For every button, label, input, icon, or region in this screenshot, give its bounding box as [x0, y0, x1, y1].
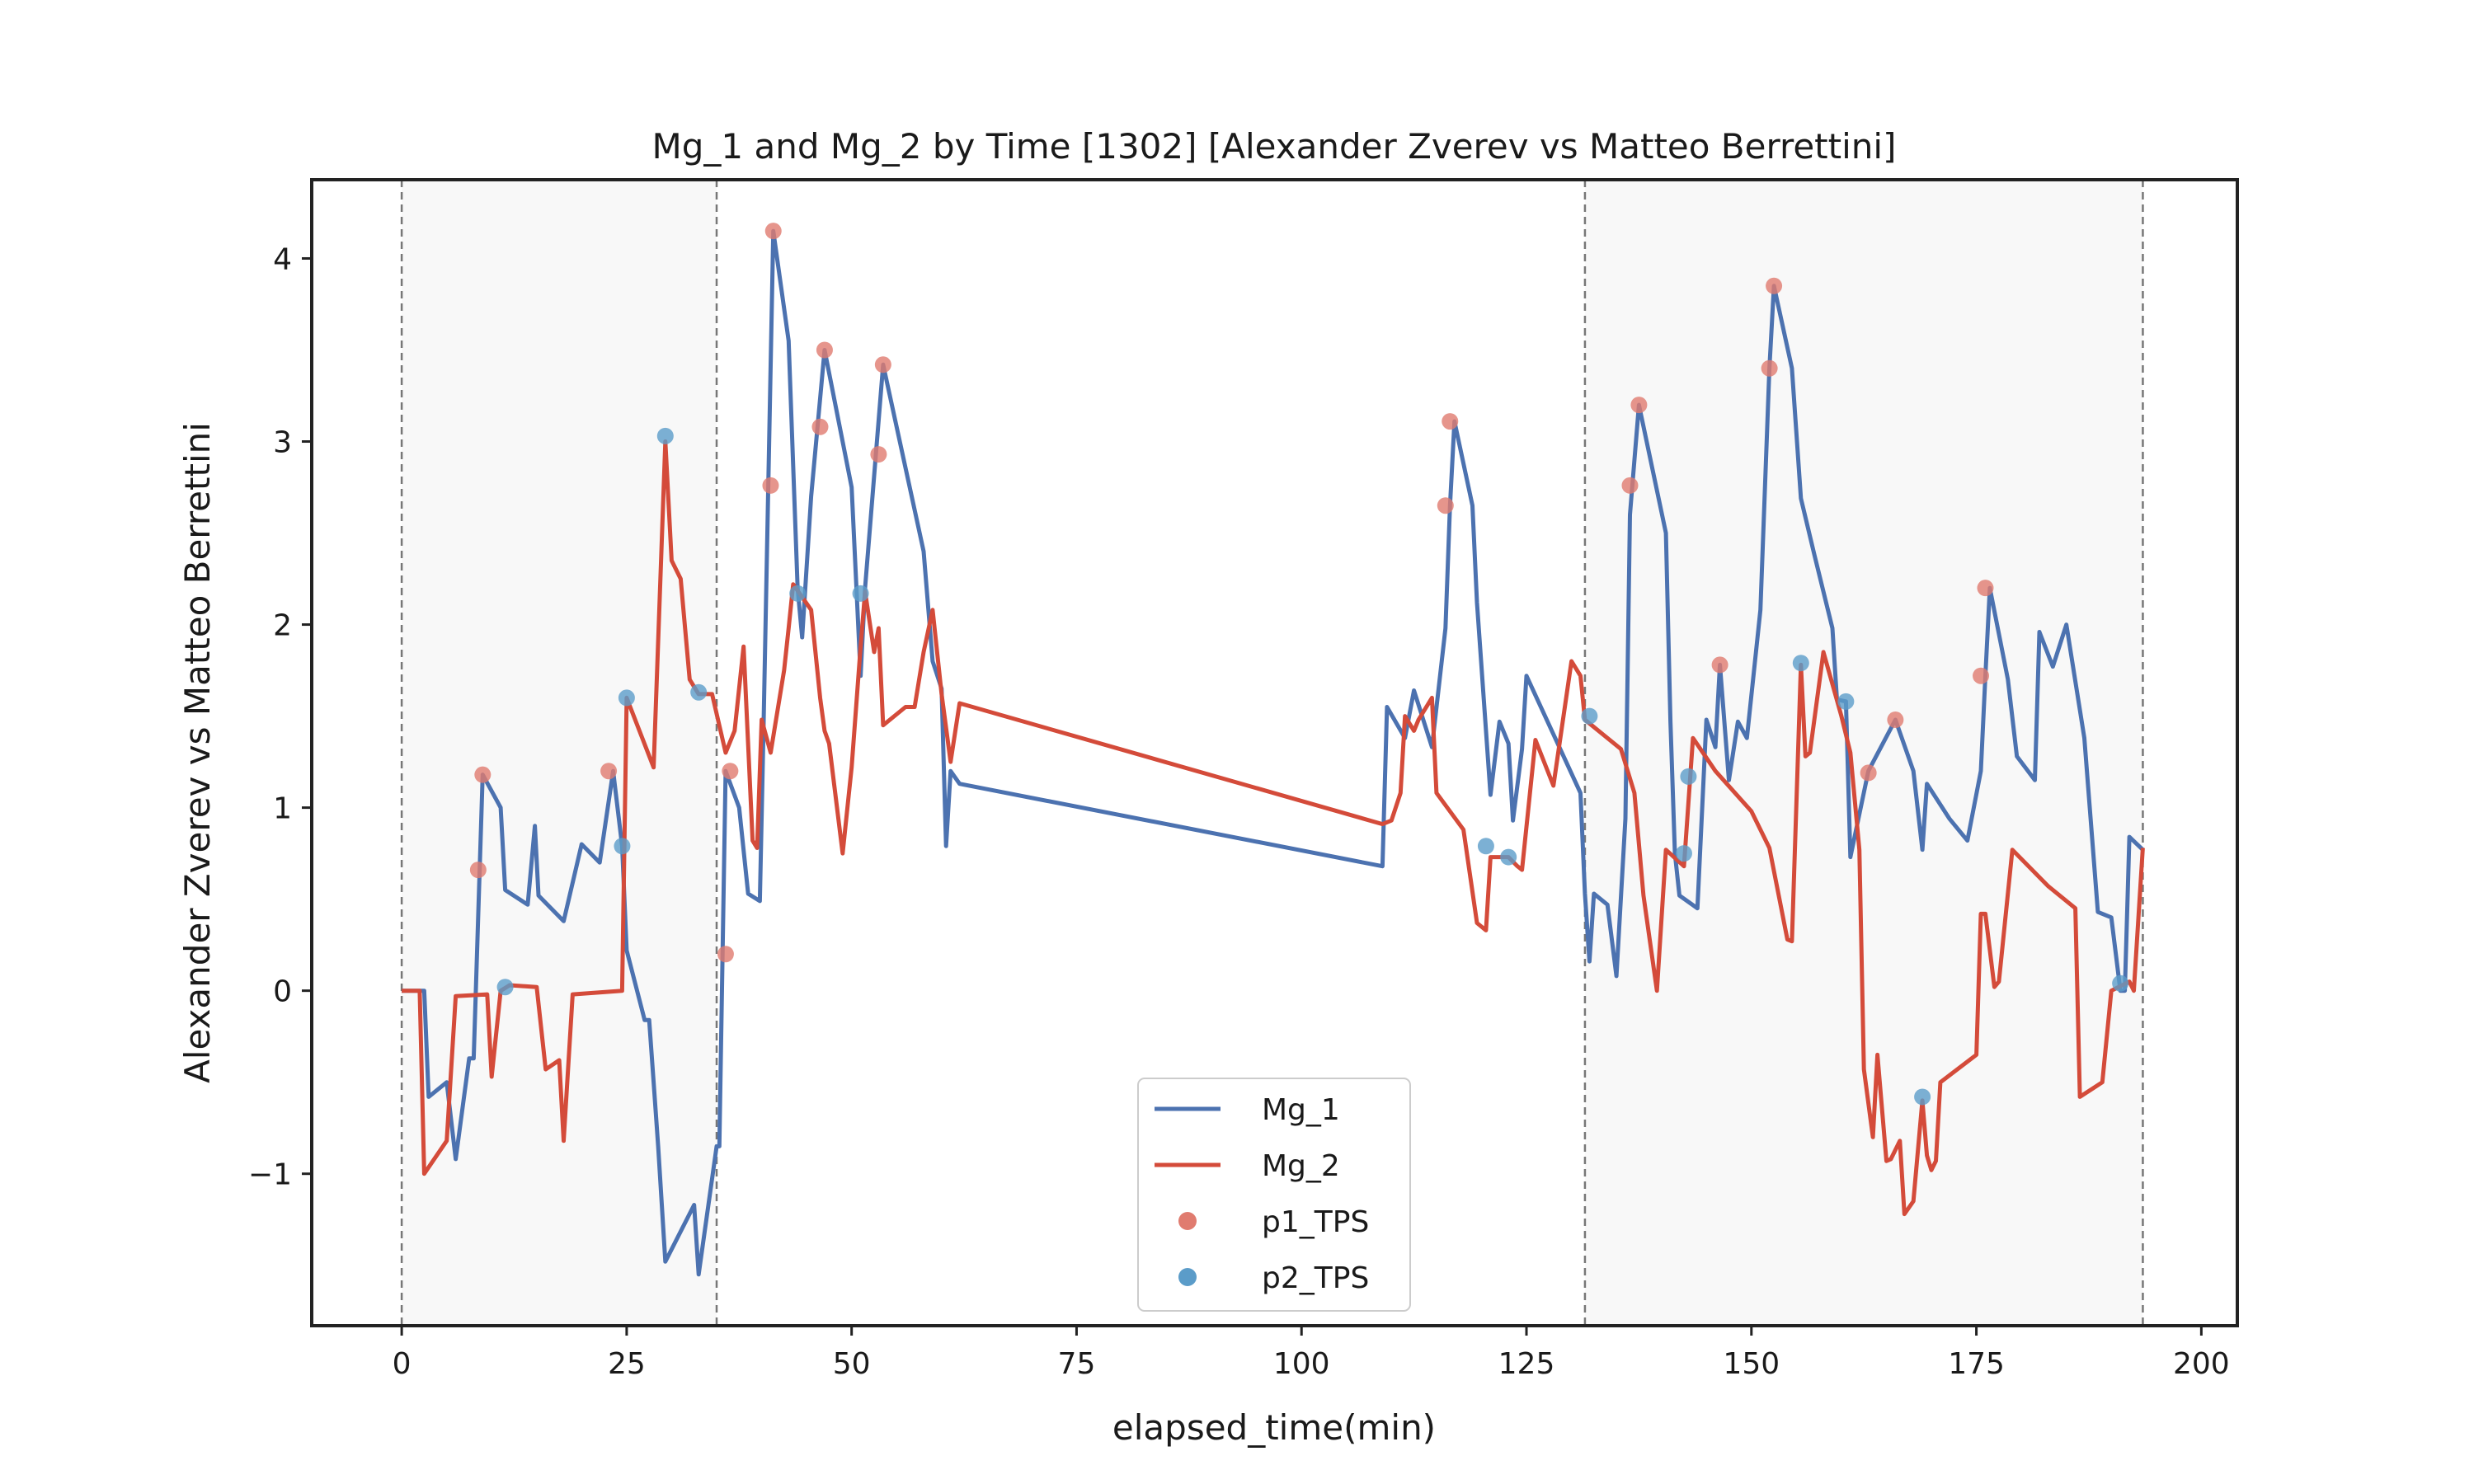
p1-tps-point-13 — [1621, 477, 1639, 494]
x-tick-label-125: 125 — [1498, 1347, 1555, 1381]
p1-tps-point-9 — [870, 446, 887, 463]
y-tick-label-4: 3 — [273, 426, 292, 460]
x-tick-label-0: 0 — [393, 1347, 412, 1381]
p1-tps-point-7 — [811, 418, 829, 435]
y-axis-ticks: −1 0 1 2 3 4 — [248, 242, 312, 1192]
set-boundaries — [400, 180, 2144, 1326]
p1-tps-point-17 — [1766, 277, 1783, 294]
p1-tps-point-5 — [762, 477, 779, 494]
p2-tps-point-1 — [614, 838, 631, 855]
y-tick-label-0: −1 — [248, 1158, 292, 1192]
x-tick-label-75: 75 — [1058, 1347, 1096, 1381]
p2-tps-point-9 — [1581, 707, 1598, 725]
x-tick-label-100: 100 — [1273, 1347, 1330, 1381]
p1-tps-point-14 — [1630, 397, 1648, 414]
legend: Mg_1 Mg_2 p1_TPS p2_TPS — [1137, 1078, 1411, 1312]
p1-tps-point-21 — [1977, 580, 1994, 597]
p2-tps-point-4 — [690, 683, 708, 701]
p1-tps-point-20 — [1973, 667, 1990, 684]
x-axis-label: elapsed_time(min) — [1112, 1407, 1436, 1448]
x-tick-label-150: 150 — [1723, 1347, 1780, 1381]
shaded-set-1 — [1584, 180, 2143, 1326]
legend-label-mg2: Mg_2 — [1262, 1149, 1340, 1183]
p1-tps-point-0 — [469, 862, 487, 879]
chart-title: Mg_1 and Mg_2 by Time [1302] [Alexander … — [652, 126, 1897, 167]
x-tick-label-200: 200 — [2173, 1347, 2230, 1381]
legend-box — [1137, 1078, 1411, 1312]
y-tick-label-2: 1 — [273, 792, 292, 826]
legend-label-p2-tps: p2_TPS — [1262, 1261, 1369, 1295]
p1-tps-point-6 — [764, 223, 782, 240]
p1-tps-point-18 — [1860, 764, 1877, 782]
p1-tps-point-19 — [1887, 711, 1904, 729]
x-tick-label-175: 175 — [1948, 1347, 2005, 1381]
y-axis-label: Alexander Zverev vs Matteo Berrettini — [177, 422, 218, 1083]
x-axis-ticks: 0 25 50 75 100 125 150 175 200 — [393, 1326, 2230, 1381]
set-shading — [402, 180, 2143, 1326]
y-tick-label-3: 2 — [273, 609, 292, 643]
plot-frame — [310, 178, 2239, 1327]
p2-tps-point-5 — [789, 585, 807, 602]
p2-tps-point-6 — [852, 585, 869, 602]
p2-tps-point-2 — [618, 689, 635, 707]
p2-tps-point-12 — [1792, 655, 1809, 672]
p2-tps-point-14 — [1914, 1088, 1931, 1106]
p2-tps-point-11 — [1680, 768, 1697, 785]
legend-label-p1-tps: p1_TPS — [1262, 1205, 1369, 1239]
legend-label-mg1: Mg_1 — [1262, 1093, 1340, 1127]
p2-tps-point-13 — [1837, 693, 1855, 710]
shaded-set-0 — [402, 180, 717, 1326]
series-line-mg-1 — [402, 228, 2145, 1277]
p2-tps-point-8 — [1500, 848, 1517, 866]
p1-tps-point-4 — [722, 763, 739, 780]
p1-tps-point-10 — [874, 356, 891, 373]
y-tick-label-5: 4 — [273, 242, 292, 276]
x-tick-label-50: 50 — [833, 1347, 871, 1381]
p1-tps-point-2 — [600, 763, 618, 780]
p2-tps-point-7 — [1477, 838, 1494, 855]
p1-tps-point-12 — [1442, 413, 1459, 430]
legend-marker-p1-tps — [1178, 1212, 1197, 1230]
p1-tps-point-11 — [1437, 497, 1454, 514]
p2-tps-point-10 — [1675, 845, 1692, 862]
p2-tps-point-3 — [656, 427, 674, 444]
p1-tps-point-16 — [1761, 359, 1778, 377]
p2-tps-point-0 — [496, 979, 514, 996]
p1-tps-point-3 — [717, 946, 734, 963]
p1-tps-point-15 — [1711, 656, 1729, 674]
series-points — [469, 223, 2129, 1106]
p2-tps-point-15 — [2112, 974, 2129, 992]
series-lines — [402, 228, 2145, 1277]
x-tick-label-25: 25 — [608, 1347, 646, 1381]
y-tick-label-1: 0 — [273, 975, 292, 1009]
legend-marker-p2-tps — [1178, 1268, 1197, 1286]
p1-tps-point-8 — [816, 341, 833, 359]
p1-tps-point-1 — [474, 766, 492, 783]
series-line-mg-2 — [402, 439, 2145, 1217]
